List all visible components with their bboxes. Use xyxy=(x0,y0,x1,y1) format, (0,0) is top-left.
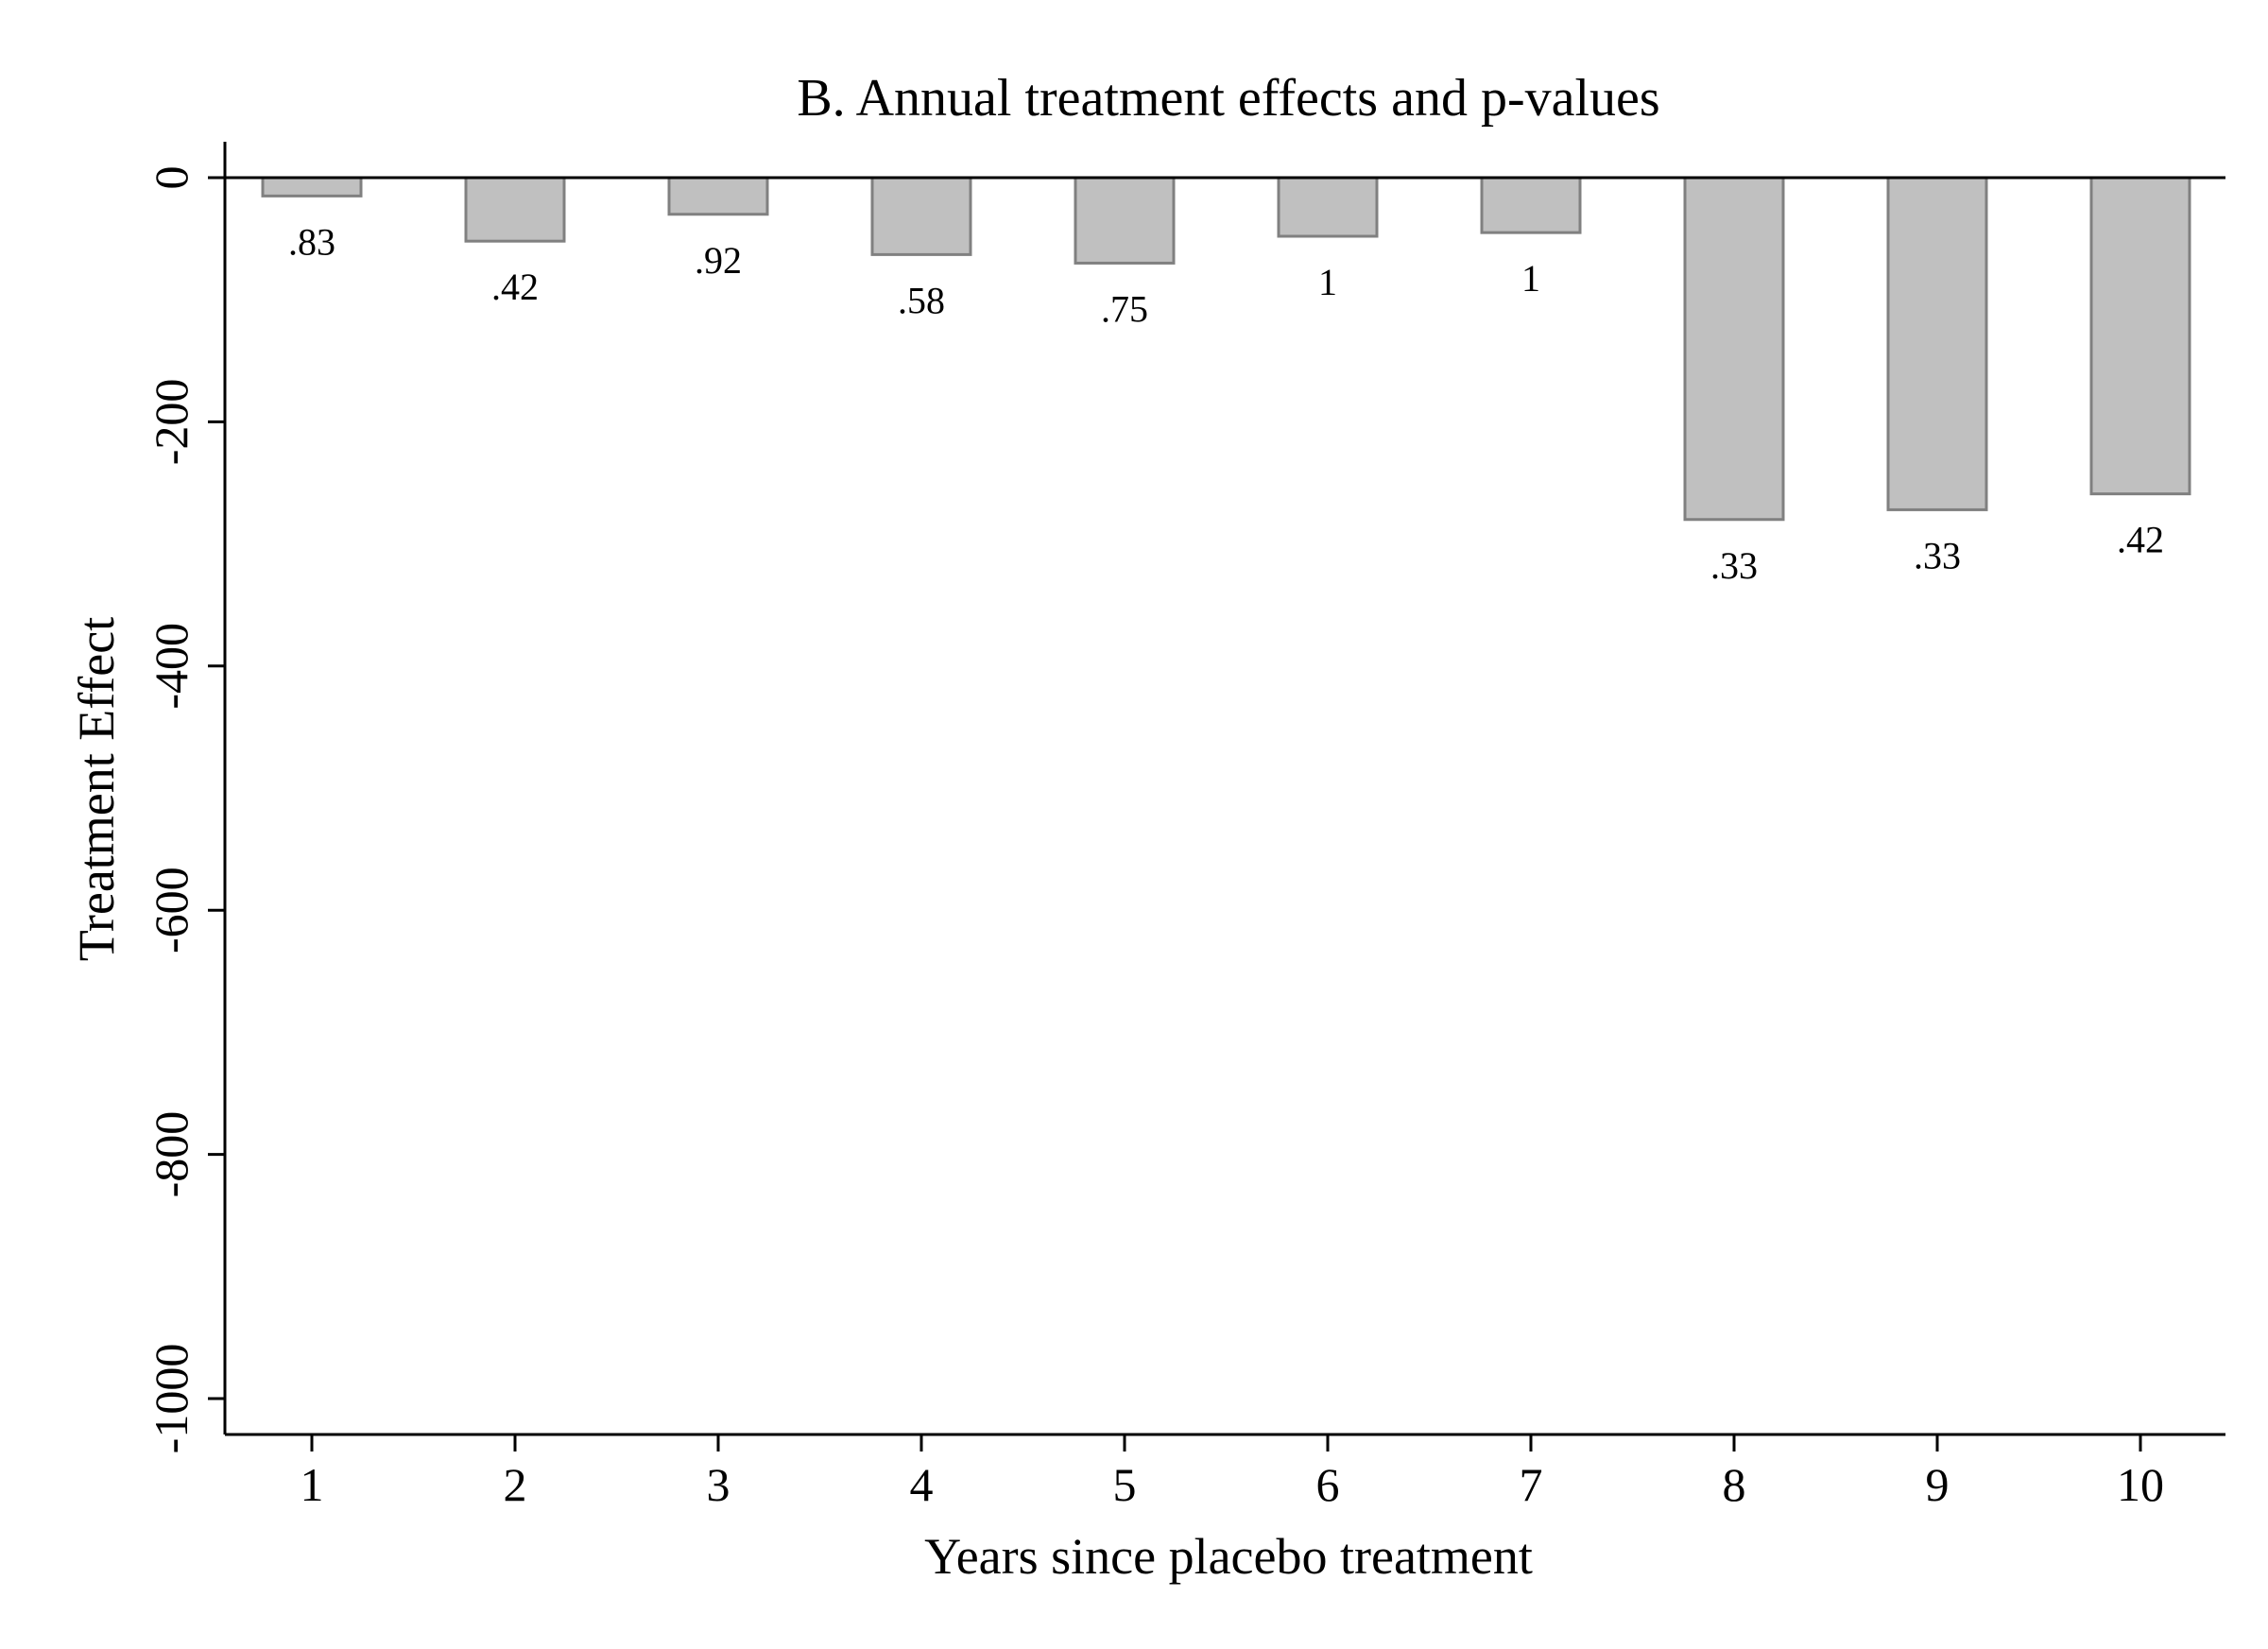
data-label: .75 xyxy=(1101,287,1148,330)
bar xyxy=(870,176,972,256)
y-axis-label: Treatment Effect xyxy=(68,617,125,961)
y-tick-label: -200 xyxy=(145,379,198,466)
x-axis-ticks: 1 2 3 4 5 6 7 8 9 10 xyxy=(301,1434,2164,1511)
x-tick-label: 9 xyxy=(1926,1458,1950,1511)
data-label: .33 xyxy=(1710,544,1758,587)
data-label: .92 xyxy=(695,239,742,282)
y-tick-label: -800 xyxy=(145,1111,198,1198)
bar xyxy=(1886,176,1988,511)
x-tick-label: 2 xyxy=(504,1458,527,1511)
data-label: 1 xyxy=(1318,261,1337,303)
x-tick-label: 10 xyxy=(2117,1458,2164,1511)
chart-title: B. Annual treatment effects and p-values xyxy=(797,69,1659,128)
data-label-group: .83 .42 .92 .58 .75 1 1 .33 .33 .42 xyxy=(288,220,2164,586)
bar xyxy=(261,176,363,198)
y-axis-ticks: 0 -200 -400 -600 -800 -1000 xyxy=(145,166,225,1454)
bar-series xyxy=(261,176,2191,522)
x-tick-label: 7 xyxy=(1520,1458,1543,1511)
bar xyxy=(1480,176,1582,234)
x-tick-label: 5 xyxy=(1113,1458,1137,1511)
x-tick-label: 1 xyxy=(301,1458,324,1511)
x-axis-label: Years since placebo treatment xyxy=(924,1528,1533,1585)
y-tick-label: -400 xyxy=(145,623,198,710)
bar xyxy=(2089,176,2191,496)
data-label: .42 xyxy=(2117,519,2164,561)
data-label: .33 xyxy=(1914,534,1961,576)
x-tick-label: 3 xyxy=(707,1458,730,1511)
bar xyxy=(1277,176,1379,238)
y-tick-label: 0 xyxy=(145,166,198,190)
bar xyxy=(1074,176,1176,265)
x-tick-label: 8 xyxy=(1723,1458,1746,1511)
y-tick-label: -600 xyxy=(145,867,198,953)
bar xyxy=(464,176,566,243)
x-tick-label: 6 xyxy=(1316,1458,1340,1511)
data-label: 1 xyxy=(1521,257,1540,300)
bar xyxy=(1683,176,1785,522)
data-label: .42 xyxy=(491,266,539,308)
bar xyxy=(667,176,769,216)
y-tick-label: -1000 xyxy=(145,1344,198,1454)
data-label: .83 xyxy=(288,220,335,263)
data-label: .58 xyxy=(898,279,945,321)
x-tick-label: 4 xyxy=(910,1458,934,1511)
